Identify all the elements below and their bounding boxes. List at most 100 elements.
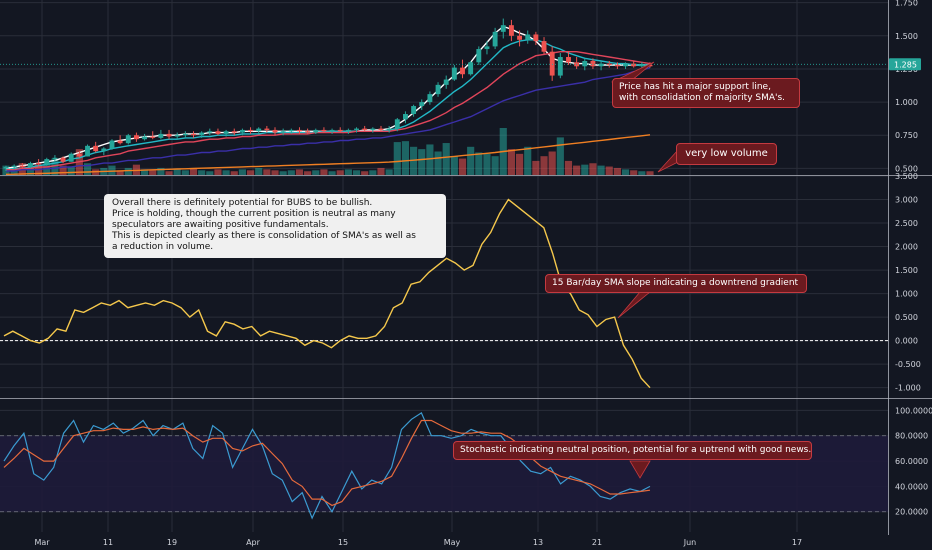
price-tag-box [889,58,921,71]
x-tick-label: 17 [792,538,802,547]
volume-bar [532,160,540,175]
candle-body [525,34,531,40]
volume-bar [638,171,646,175]
candle-body [199,132,205,136]
candle-body [60,157,66,162]
volume-bar [214,169,222,175]
volume-bar [556,137,564,175]
candle-body [85,145,90,157]
volume-bar [548,151,556,175]
x-tick-label: 21 [592,538,602,547]
volume-bar [646,171,654,175]
candle-body [248,129,254,132]
candle-body [337,129,343,132]
candle-body [256,128,262,132]
volume-bar [287,170,295,175]
annotation-slope: 15 Bar/day SMA slope indicating a downtr… [545,274,807,293]
candle-body [378,128,384,130]
y-tick-label: 3.500 [895,172,918,181]
volume-bar [149,170,157,175]
y-tick-label: 100.0000 [895,406,932,415]
candle-body [93,145,99,152]
volume-bar [336,170,344,175]
y-tick-label: 40.0000 [895,482,928,491]
candle-body [411,106,417,115]
candle-body [223,131,229,134]
volume-bar [246,170,255,175]
candle-body [492,31,498,47]
volume-bar [630,170,638,175]
volume-bar [434,151,442,175]
candle-body [36,163,42,165]
candle-body [394,119,400,129]
candle-body [44,159,50,165]
volume-bar [59,165,67,175]
volume-bar [198,170,206,175]
candle-body [11,165,17,168]
volume-bar [393,142,401,175]
annotation-pointer [629,460,651,479]
candle-body [174,135,180,137]
volume-bar [515,153,524,175]
volume-bar [83,163,92,175]
sma-line [5,134,651,175]
candle-body [598,63,604,67]
y-tick-label: 80.0000 [895,432,928,441]
volume-bar [573,165,581,175]
volume-bar [581,164,589,175]
volume-bar [263,169,271,175]
candle-body [517,35,523,40]
volume-bar [426,144,434,175]
volume-bar [157,167,165,175]
y-tick-label: 60.0000 [895,457,928,466]
volume-bar [116,170,124,175]
candle-body [484,46,490,50]
candle-body [150,136,156,138]
candle-body [549,51,555,76]
volume-bar [458,158,467,175]
y-tick-label: 1.000 [895,98,918,107]
volume-bar [206,171,214,175]
y-tick-label: 3.000 [895,196,918,205]
candle-body [427,94,433,103]
volume-bar [621,169,630,175]
candle-body [451,67,457,80]
sma-line [6,66,651,172]
candle-body [362,128,368,130]
volume-bar [108,165,116,175]
candle-body [476,49,482,63]
x-tick-label: 13 [533,538,543,547]
candle-body [288,129,294,132]
volume-bar [222,170,230,175]
volume-bar [597,165,605,175]
volume-bar [328,171,336,175]
volume-bar [181,170,189,175]
candle-body [582,60,588,67]
sma-slope-pane [0,198,888,389]
stochastic-pane [0,412,888,520]
candle-body [533,34,539,42]
sma-slope-line [3,198,651,389]
candle-body [125,135,131,144]
volume-bar [564,160,573,175]
candle-body [68,153,74,162]
annotation-volume: very low volume [676,143,777,165]
y-tick-label: 1.750 [895,0,918,8]
volume-bar [369,170,377,175]
candle-body [639,64,645,67]
candle-body [614,64,620,67]
y-tick-label: 2.000 [895,243,918,252]
volume-bar [124,167,132,175]
y-tick-label: 0.500 [895,313,918,322]
y-tick-label: -0.500 [895,360,921,369]
volume-bar [385,169,393,175]
candle-body [566,57,571,63]
x-tick-label: Apr [246,538,261,547]
volume-bar [295,169,304,175]
candle-body [329,129,335,132]
candle-body [158,133,164,138]
volume-bar [475,152,483,175]
candle-body [52,157,58,160]
volume-bar [483,153,491,175]
